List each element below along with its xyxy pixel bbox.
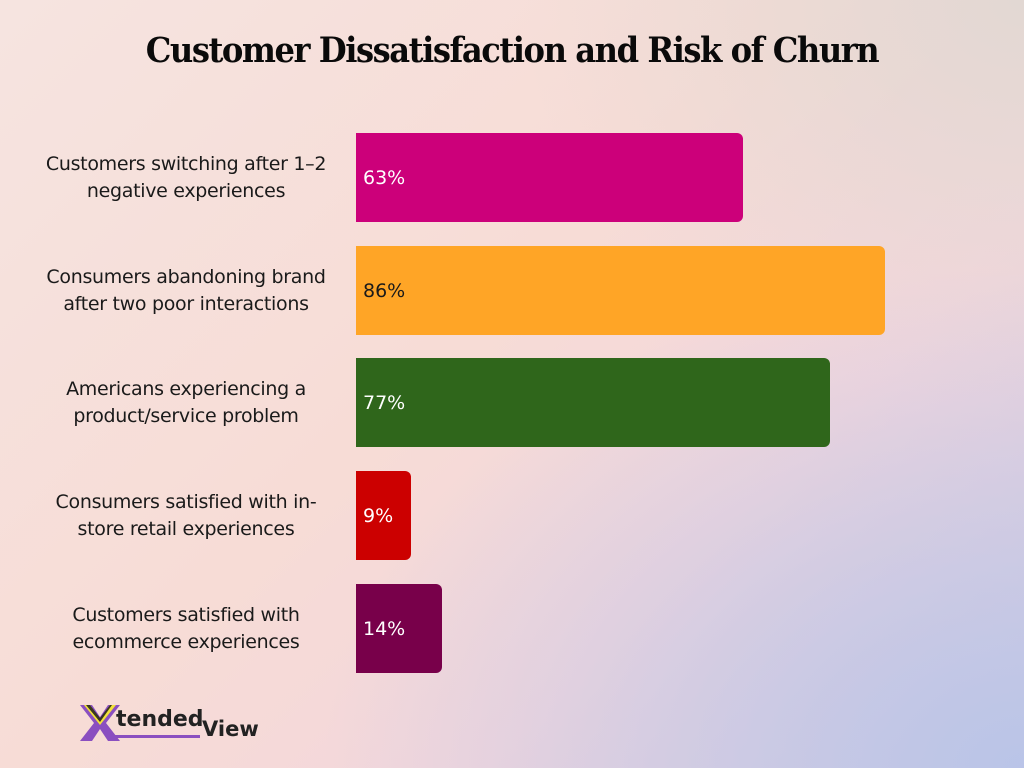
bar-row: Customers switching after 1–2 negative ex… [0,133,1024,223]
bar-row: Americans experiencing a product/service … [0,358,1024,448]
x-mark-icon [80,705,120,741]
bar-row: Consumers abandoning brand after two poor… [0,246,1024,336]
brand-name-part2: View [202,717,259,741]
bar-value: 9% [363,504,394,527]
brand-logo: tended View [78,703,268,743]
brand-underline [108,735,200,738]
bar-label: Customers satisfied with ecommerce experi… [72,604,300,653]
bar: 86% [356,246,885,335]
bar-value: 86% [363,279,406,302]
bar-label: Consumers abandoning brand after two poor… [46,266,326,315]
bar: 14% [356,584,442,673]
chart-title: Customer Dissatisfaction and Risk of Chu… [145,30,880,71]
bar-row: Consumers satisfied with in-store retail… [0,471,1024,561]
bar-label: Americans experiencing a product/service … [66,378,306,427]
bar: 77% [356,358,830,447]
bar-value: 77% [363,391,406,414]
bar: 63% [356,133,743,222]
bar-value: 14% [363,617,406,640]
bar-row: Customers satisfied with ecommerce experi… [0,584,1024,674]
bar-value: 63% [363,166,406,189]
brand-name-part1: tended [116,707,204,732]
bar-label: Consumers satisfied with in-store retail… [55,491,317,540]
bar-label: Customers switching after 1–2 negative ex… [45,153,327,202]
bar: 9% [356,471,411,560]
